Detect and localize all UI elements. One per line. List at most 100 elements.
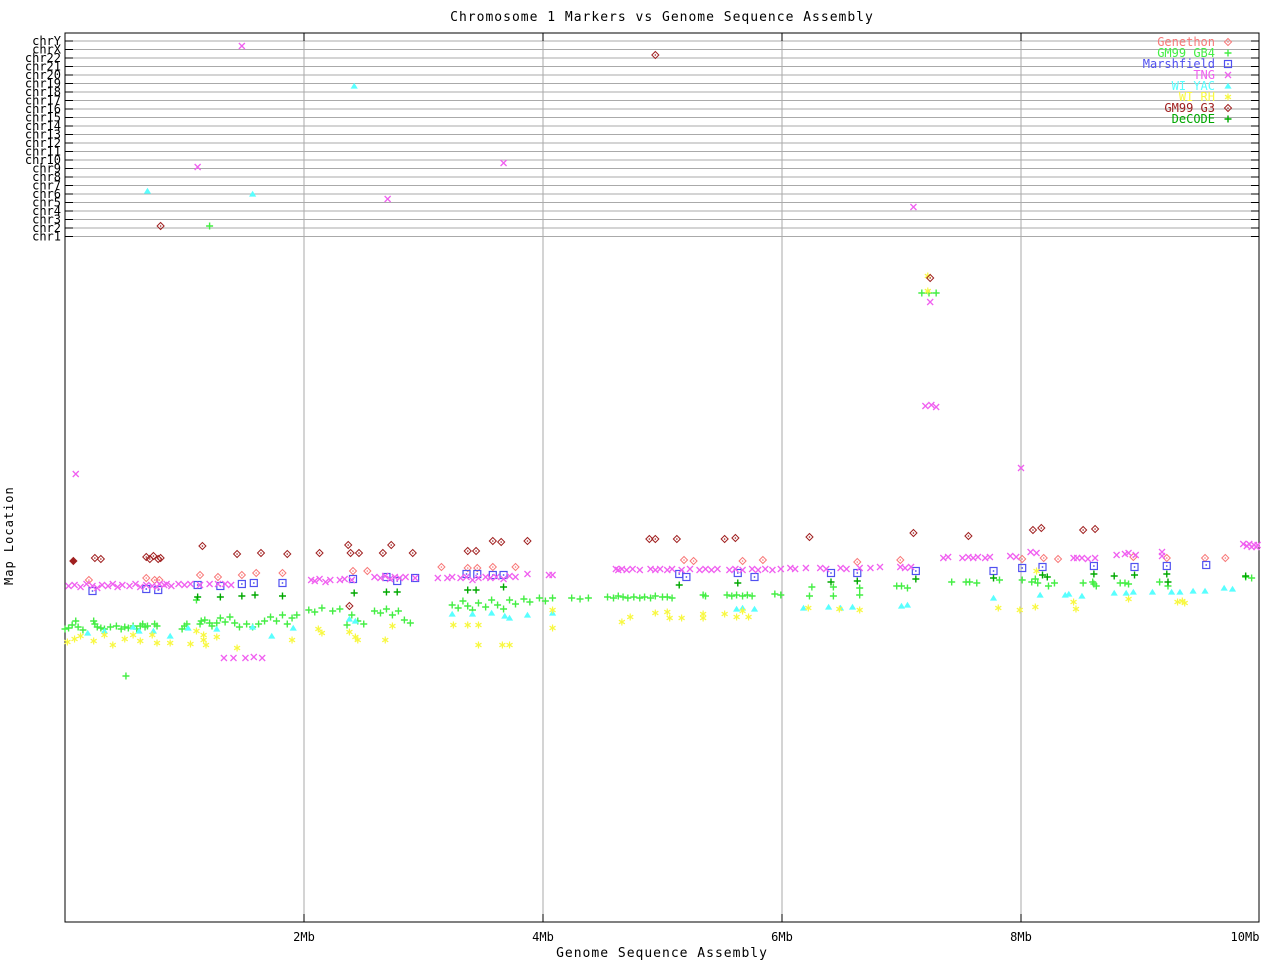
scatter-point: [213, 633, 221, 641]
scatter-point: [1156, 578, 1164, 586]
scatter-point: [496, 537, 506, 547]
scatter-point: [388, 611, 396, 619]
scatter-point: [1167, 588, 1176, 595]
scatter-point: [241, 654, 249, 662]
scatter-point: [1162, 553, 1171, 563]
scatter-point: [411, 552, 414, 554]
scatter-point: [465, 573, 468, 575]
scatter-point: [696, 566, 704, 574]
scatter-point: [636, 566, 644, 574]
scatter-point: [463, 573, 470, 581]
scatter-point: [143, 187, 152, 194]
scatter-point: [808, 583, 816, 591]
chromosome-label: chr17: [25, 94, 61, 108]
scatter-point: [1040, 527, 1043, 529]
scatter-point: [159, 225, 162, 227]
scatter-point: [226, 613, 234, 621]
scatter-point: [1131, 571, 1139, 579]
scatter-point: [231, 619, 239, 627]
scatter-point: [376, 609, 384, 617]
scatter-point: [221, 580, 229, 588]
scatter-point: [153, 622, 161, 630]
scatter-point: [434, 574, 442, 582]
scatter-point: [656, 565, 664, 573]
scatter-point: [1227, 41, 1229, 43]
scatter-point: [121, 635, 129, 643]
scatter-point: [100, 558, 102, 560]
scatter-point: [345, 615, 354, 622]
scatter-point: [84, 629, 92, 636]
chromosome-label: chr3: [32, 213, 61, 227]
chromosome-label: chr9: [32, 162, 61, 176]
scatter-point: [283, 620, 291, 628]
scatter-point: [348, 574, 358, 584]
scatter-point: [1017, 554, 1027, 564]
chromosome-label: chr1: [32, 230, 61, 244]
scatter-point: [348, 611, 356, 619]
scatter-point: [354, 548, 364, 558]
scatter-point: [967, 535, 970, 537]
scatter-point: [366, 570, 369, 572]
scatter-point: [702, 565, 709, 573]
scatter-point: [1090, 524, 1100, 534]
scatter-point: [238, 42, 246, 50]
scatter-point: [336, 605, 344, 613]
scatter-point: [206, 580, 214, 588]
legend-label: GM99 G3: [1164, 101, 1215, 115]
scatter-point: [506, 596, 514, 604]
scatter-point: [1162, 561, 1171, 571]
scatter-point: [153, 579, 156, 581]
scatter-point: [346, 628, 353, 636]
scatter-point: [217, 576, 219, 578]
scatter-point: [187, 580, 194, 588]
scatter-point: [499, 641, 506, 649]
chromosome-label: chrY: [32, 34, 62, 48]
scatter-point: [610, 594, 618, 602]
scatter-point: [1091, 554, 1099, 562]
scatter-point: [1082, 529, 1084, 531]
scatter-point: [251, 568, 261, 578]
chromosome-label: chr13: [25, 128, 61, 142]
scatter-point: [492, 573, 500, 581]
scatter-point: [829, 583, 837, 591]
scatter-point: [358, 552, 360, 554]
scatter-point: [1050, 579, 1058, 587]
scatter-point: [549, 594, 557, 602]
scatter-point: [118, 581, 126, 589]
scatter-point: [1239, 540, 1247, 548]
scatter-point: [1121, 579, 1129, 587]
scatter-point: [464, 586, 472, 594]
scatter-point: [1078, 592, 1086, 599]
scatter-point: [273, 617, 281, 625]
scatter-point: [1113, 551, 1121, 559]
scatter-point: [1130, 562, 1139, 572]
scatter-point: [1227, 63, 1229, 65]
scatter-point: [514, 566, 517, 568]
scatter-point: [654, 54, 657, 56]
scatter-point: [281, 572, 284, 574]
scatter-point: [1027, 548, 1035, 556]
chromosome-label: chr16: [25, 102, 61, 116]
scatter-point: [502, 574, 505, 576]
scatter-point: [651, 534, 660, 544]
scatter-point: [235, 623, 243, 631]
scatter-point: [166, 639, 174, 647]
scatter-point: [745, 613, 752, 621]
scatter-point: [501, 612, 509, 619]
legend-label: WI YAC: [1172, 79, 1215, 93]
scatter-point: [750, 605, 759, 612]
scatter-point: [822, 565, 830, 573]
scatter-point: [371, 573, 378, 581]
scatter-point: [549, 624, 556, 632]
scatter-point: [1165, 565, 1168, 567]
scatter-point: [149, 558, 151, 560]
scatter-point: [318, 604, 326, 612]
scatter-point: [187, 640, 194, 648]
scatter-point: [381, 572, 389, 580]
scatter-point: [753, 576, 756, 578]
scatter-point: [1254, 541, 1262, 549]
scatter-point: [836, 605, 843, 613]
scatter-point: [750, 572, 759, 582]
scatter-point: [1041, 566, 1044, 568]
